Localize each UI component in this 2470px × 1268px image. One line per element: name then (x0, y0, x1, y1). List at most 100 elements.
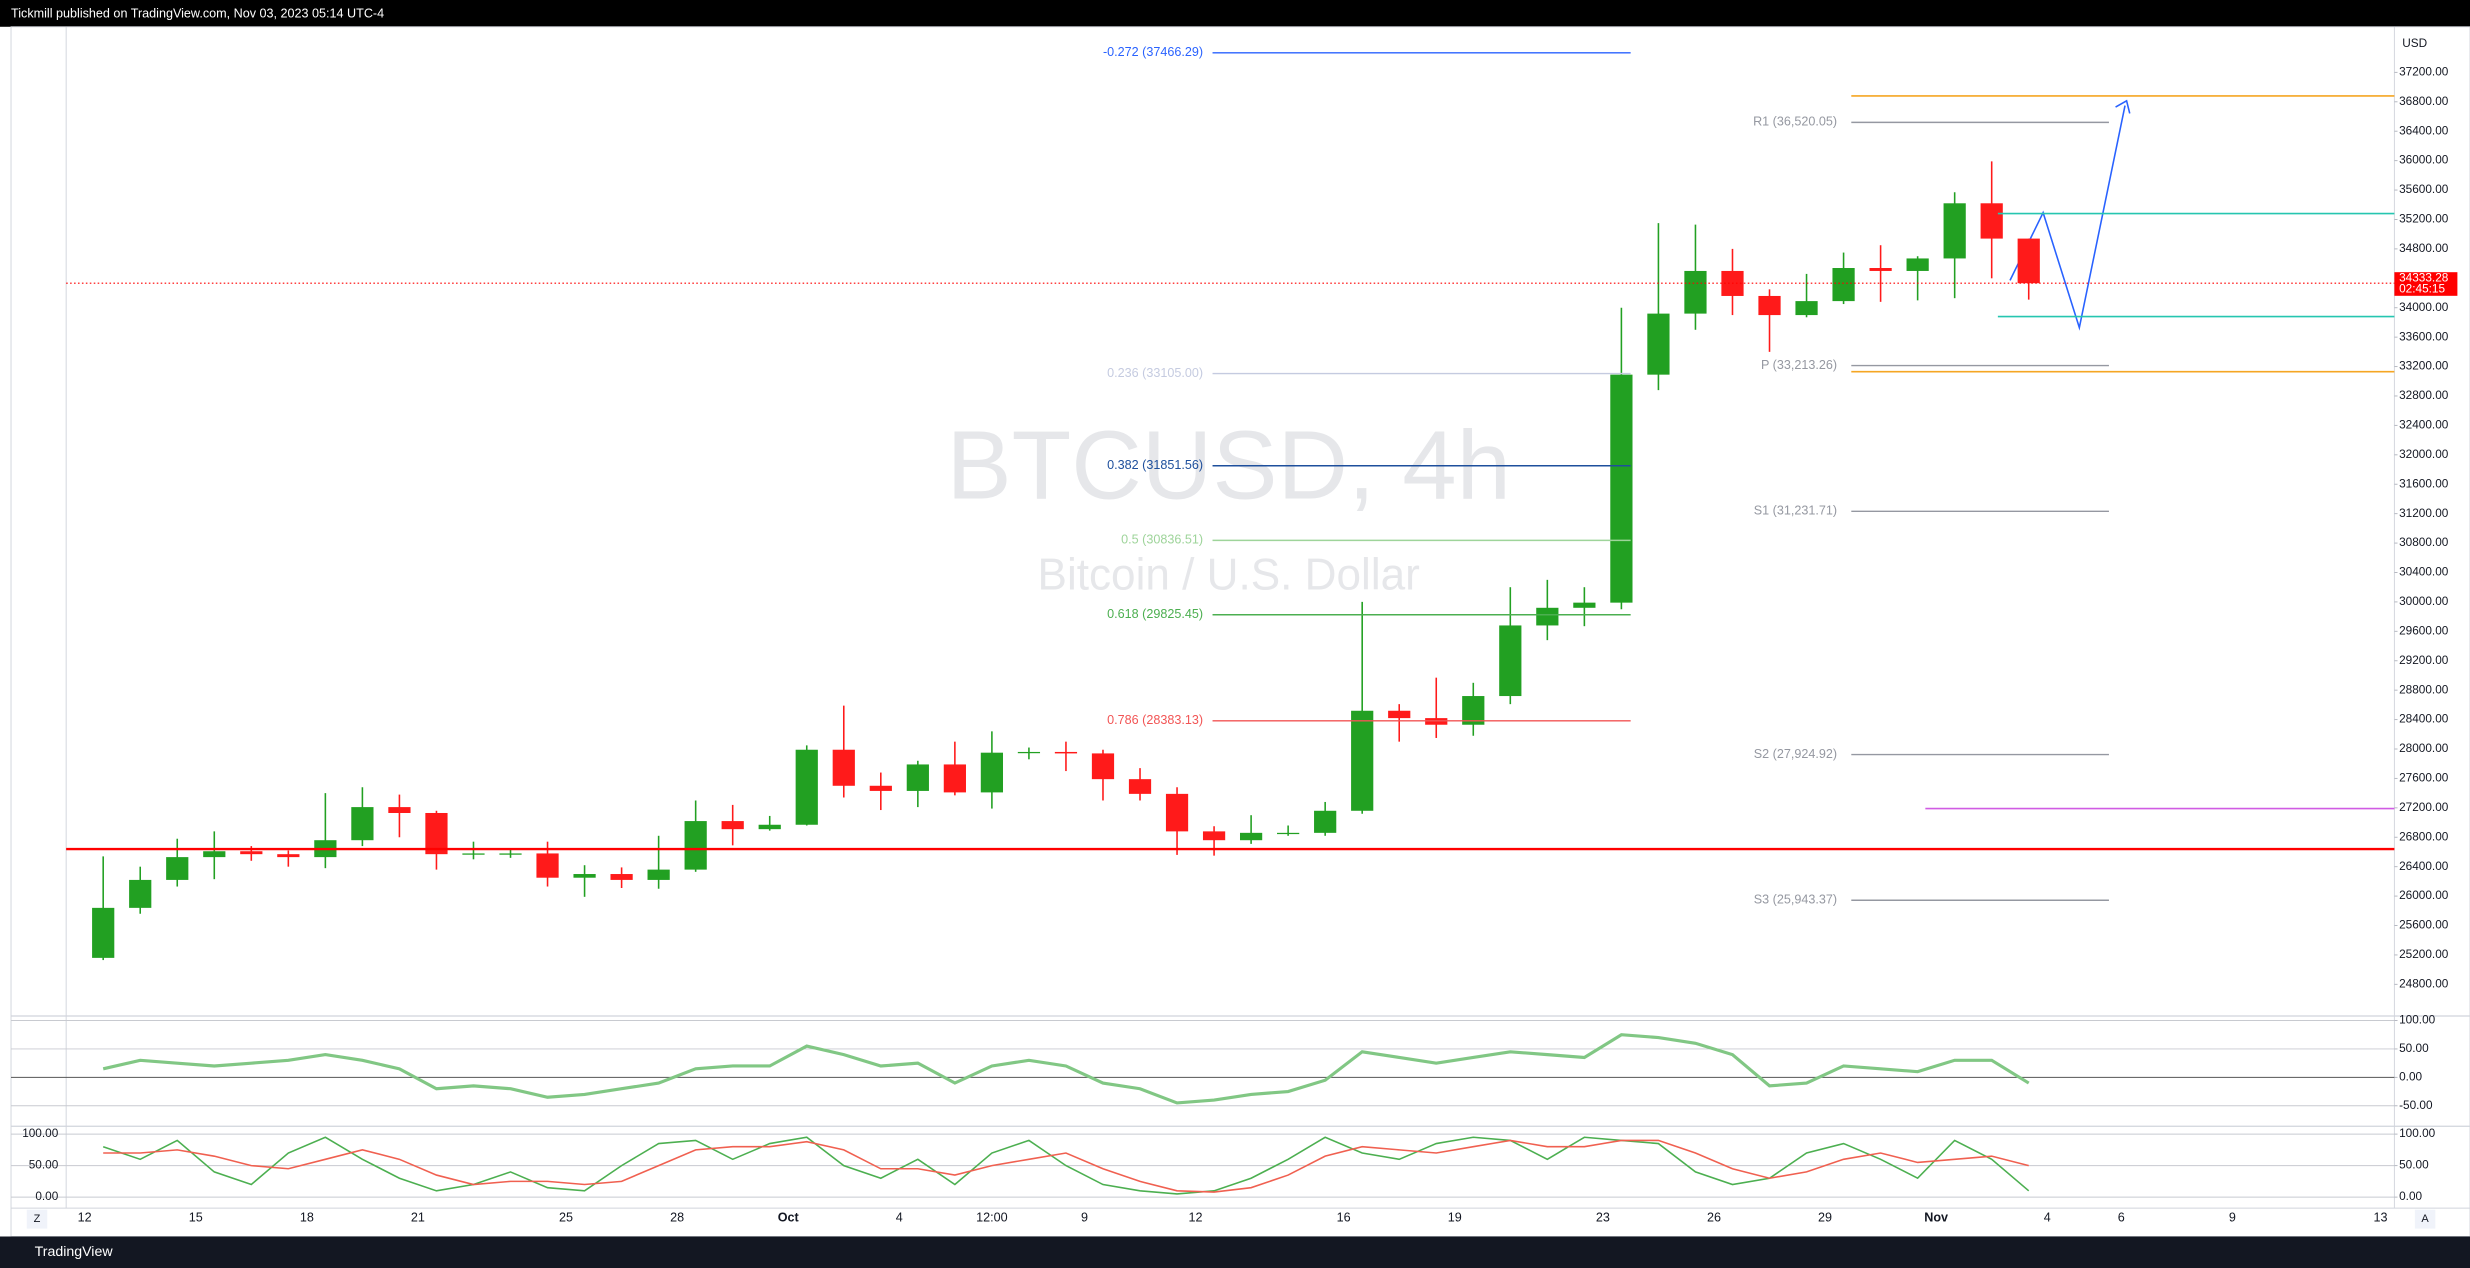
candle-body (795, 749, 818, 825)
candle-body (721, 821, 744, 830)
candle-body (1239, 832, 1263, 841)
fib-label: 0.5 (30836.51) (1121, 533, 1203, 547)
x-tick-label: 28 (670, 1211, 684, 1225)
header-text: Tickmill published on TradingView.com, N… (11, 7, 384, 21)
y-tick-label-left: 50.00 (29, 1158, 59, 1172)
zoom-button-label[interactable]: Z (34, 1213, 41, 1225)
y-tick-label: 0.00 (2399, 1069, 2422, 1083)
candle-body (462, 853, 485, 855)
x-tick-label: 9 (2229, 1211, 2236, 1225)
pivot-label: P (33,213.26) (1761, 358, 1837, 372)
candle-body (1536, 607, 1559, 626)
y-tick-label: 33600.00 (2399, 329, 2449, 343)
candle-body (1499, 625, 1522, 697)
candle-body (980, 752, 1004, 793)
candle-body (684, 821, 707, 870)
y-tick-label: 25600.00 (2399, 918, 2449, 932)
candle-body (1647, 313, 1670, 375)
y-tick-label: 30000.00 (2399, 594, 2449, 608)
candle-body (869, 785, 892, 791)
y-tick-label: 0.00 (2399, 1189, 2422, 1203)
y-tick-label: 32800.00 (2399, 388, 2449, 402)
y-tick-label: 31200.00 (2399, 506, 2449, 520)
y-tick-label: 32000.00 (2399, 447, 2449, 461)
y-tick-label: 25200.00 (2399, 947, 2449, 961)
y-tick-label: 50.00 (2399, 1041, 2429, 1055)
y-tick-label: 29600.00 (2399, 623, 2449, 637)
y-tick-label: 34000.00 (2399, 300, 2449, 314)
candle-body (1314, 810, 1337, 833)
x-tick-label: 25 (559, 1211, 573, 1225)
candle-body (573, 874, 596, 878)
last-price-label: 34333.28 (2399, 271, 2449, 285)
candle-body (1795, 301, 1818, 316)
x-tick-label: 4 (896, 1211, 903, 1225)
candle-body (832, 749, 855, 786)
candle-body (388, 807, 411, 813)
x-tick-label: 23 (1596, 1211, 1610, 1225)
watermark-title: BTCUSD, 4h (946, 410, 1510, 519)
pivot-label: S3 (25,943.37) (1754, 893, 1837, 907)
x-tick-label: 9 (1081, 1211, 1088, 1225)
x-tick-label: 6 (2118, 1211, 2125, 1225)
y-tick-label: 50.00 (2399, 1158, 2429, 1172)
pivot-label: R1 (36,520.05) (1753, 115, 1837, 129)
y-tick-label: 33200.00 (2399, 359, 2449, 373)
y-tick-label: 28400.00 (2399, 712, 2449, 726)
candle-body (1758, 295, 1781, 316)
candle-body (92, 907, 115, 958)
candle-body (1684, 270, 1707, 314)
x-tick-label: 21 (411, 1211, 425, 1225)
candle-body (499, 853, 522, 855)
fib-label: -0.272 (37466.29) (1103, 45, 1203, 59)
y-tick-label: 26400.00 (2399, 859, 2449, 873)
header-bar (0, 0, 2470, 27)
fib-label: 0.382 (31851.56) (1107, 458, 1203, 472)
candle-body (1573, 602, 1596, 608)
y-tick-label: 29200.00 (2399, 653, 2449, 667)
candle-body (1165, 793, 1189, 832)
auto-scale-button-label[interactable]: A (2421, 1213, 2429, 1225)
y-tick-label: 37200.00 (2399, 65, 2449, 79)
y-tick-label: 28800.00 (2399, 682, 2449, 696)
auto-scale-button[interactable] (2414, 1209, 2436, 1229)
pivot-label: S2 (27,924.92) (1754, 747, 1837, 761)
y-tick-label: 24800.00 (2399, 976, 2449, 990)
candle-body (1610, 374, 1633, 603)
candle-body (1388, 710, 1411, 719)
candle-body (2017, 238, 2040, 284)
candle-body (1017, 751, 1041, 754)
y-tick-label: 30400.00 (2399, 565, 2449, 579)
y-tick-label: 27600.00 (2399, 771, 2449, 785)
fib-label: 0.236 (33105.00) (1107, 366, 1203, 380)
plot-area: 24800.00 25200.00 25600.00 26000.00 26400.00… (11, 45, 2458, 1225)
candle-body (425, 812, 448, 855)
footer-bar (0, 1236, 2470, 1268)
candle-body (906, 764, 929, 791)
pivot-label: S1 (31,231.71) (1754, 504, 1837, 518)
candle-body (1054, 751, 1078, 754)
candle-body (129, 879, 152, 908)
candle-body (351, 807, 374, 841)
watermark-subtitle: Bitcoin / U.S. Dollar (1038, 551, 1420, 600)
zoom-button[interactable] (26, 1209, 48, 1229)
last-price-tag (2394, 272, 2458, 296)
x-tick-label: 16 (1337, 1211, 1351, 1225)
y-tick-label: 36400.00 (2399, 123, 2449, 137)
candle-body (277, 854, 300, 858)
y-tick-label: 30800.00 (2399, 535, 2449, 549)
y-tick-label: -50.00 (2399, 1098, 2433, 1112)
x-tick-label: Oct (778, 1211, 800, 1225)
candle-body (1091, 753, 1115, 780)
y-tick-label: 31600.00 (2399, 476, 2449, 490)
candle-body (1869, 268, 1892, 271)
candle-body (610, 874, 633, 880)
x-tick-label: 18 (300, 1211, 314, 1225)
x-tick-label: 13 (2373, 1211, 2387, 1225)
y-tick-label: 26000.00 (2399, 888, 2449, 902)
y-tick-label-left: 0.00 (35, 1189, 58, 1203)
x-tick-label: 15 (189, 1211, 203, 1225)
